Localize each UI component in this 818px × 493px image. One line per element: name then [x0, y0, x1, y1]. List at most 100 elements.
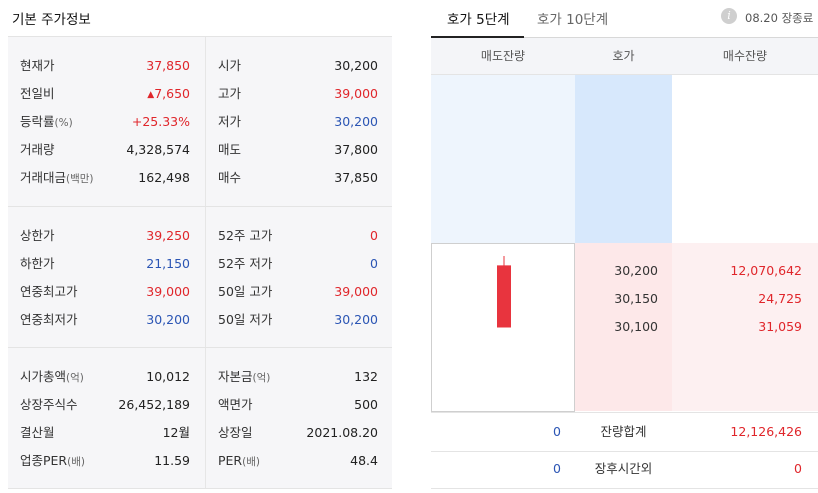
bid-qty-3: 31,059 [758, 319, 802, 334]
bid-qty-header: 매수잔량 [672, 38, 818, 74]
bid-label: 매수 [218, 170, 242, 185]
market-cap-label-text: 시가총액 [20, 369, 67, 384]
change-label: 전일비 [20, 86, 55, 101]
column-divider [205, 207, 206, 347]
open-price-label: 시가 [218, 58, 242, 73]
stat-row-volume: 거래량 4,328,574 매도 37,800 [8, 140, 392, 160]
total-label: 잔량합계 [600, 424, 647, 439]
year-high-value: 39,000 [146, 284, 190, 299]
open-price-value: 30,200 [334, 58, 378, 73]
listing-date-label: 상장일 [218, 425, 253, 440]
stat-row-current: 현재가 37,850 시가 30,200 [8, 56, 392, 76]
after-hours-ask-qty: 0 [553, 461, 561, 476]
bid-price-area [575, 243, 672, 411]
ask-qty-header: 매도잔량 [431, 38, 575, 74]
upper-limit-label: 상한가 [20, 228, 55, 243]
ask-qty-area [431, 75, 575, 243]
week52-high-value: 0 [370, 228, 378, 243]
active-tab-indicator [431, 36, 524, 38]
company-section [8, 348, 392, 488]
year-high-label: 연중최고가 [20, 284, 78, 299]
total-divider-top [431, 412, 818, 413]
market-cap-label: 시가총액(억) [20, 367, 84, 388]
total-ask-qty: 0 [553, 424, 561, 439]
section-divider [8, 488, 392, 489]
year-low-value: 30,200 [146, 312, 190, 327]
day50-low-value: 30,200 [334, 312, 378, 327]
price-header: 호가 [575, 38, 672, 74]
ask-value: 37,800 [334, 142, 378, 157]
week52-high-label: 52주 고가 [218, 228, 273, 243]
volume-label: 거래량 [20, 142, 55, 157]
stat-row-upper-limit: 상한가 39,250 52주 고가 0 [8, 226, 392, 246]
industry-per-label: 업종PER(배) [20, 451, 85, 472]
header-divider [431, 74, 818, 75]
listing-date-value: 2021.08.20 [306, 425, 378, 440]
bid-price-1[interactable]: 30,200 [614, 263, 658, 278]
limit-section [8, 207, 392, 347]
change-rate-label-text: 등락률 [20, 114, 55, 129]
tab-divider [431, 37, 818, 38]
change-rate-label: 등락률(%) [20, 112, 73, 133]
capital-label-unit: (억) [252, 372, 271, 384]
candle-body [497, 265, 511, 328]
up-arrow-icon: ▲ [147, 90, 155, 100]
current-price-label: 현재가 [20, 58, 55, 73]
basic-info-title: 기본 주가정보 [12, 12, 91, 28]
orderbook-panel: 호가 5단계 호가 10단계 i 08.20 장종료 매도잔량 호가 매수잔량 … [431, 0, 818, 493]
current-price-value: 37,850 [146, 58, 190, 73]
stat-row-amount: 거래대금(백만) 162,498 매수 37,850 [8, 168, 392, 188]
per-value: 48.4 [350, 453, 378, 468]
after-hours-label: 장후시간외 [594, 461, 653, 476]
par-value-value: 500 [354, 397, 378, 412]
per-label: PER(배) [218, 451, 260, 472]
trade-amount-label: 거래대금(백만) [20, 168, 94, 189]
industry-per-label-unit: (배) [67, 456, 85, 468]
stat-row-change: 전일비 ▲7,650 고가 39,000 [8, 84, 392, 104]
tab-orderbook-5[interactable]: 호가 5단계 [447, 12, 510, 28]
title-divider [8, 36, 392, 37]
after-hours-bid-qty: 0 [794, 461, 802, 476]
stat-row-rate: 등락률(%) +25.33% 저가 30,200 [8, 112, 392, 132]
industry-per-value: 11.59 [154, 453, 190, 468]
change-value: ▲7,650 [147, 84, 190, 105]
stat-row-lower-limit: 하한가 21,150 52주 저가 0 [8, 254, 392, 274]
day50-high-value: 39,000 [334, 284, 378, 299]
bid-value: 37,850 [334, 170, 378, 185]
day50-high-label: 50일 고가 [218, 284, 273, 299]
capital-label: 자본금(억) [218, 367, 270, 388]
stat-row-shares: 상장주식수 26,452,189 액면가 500 [8, 395, 392, 415]
trade-amount-label-unit: (백만) [66, 173, 94, 185]
volume-value: 4,328,574 [126, 142, 190, 157]
candle-svg [497, 256, 511, 328]
high-price-value: 39,000 [334, 86, 378, 101]
listed-shares-value: 26,452,189 [118, 397, 190, 412]
change-amount: 7,650 [154, 86, 190, 101]
lower-limit-label: 하한가 [20, 256, 55, 271]
total-divider-bottom [431, 451, 818, 452]
week52-low-value: 0 [370, 256, 378, 271]
stat-row-market-cap: 시가총액(억) 10,012 자본금(억) 132 [8, 367, 392, 387]
tab-orderbook-10[interactable]: 호가 10단계 [537, 12, 609, 28]
market-status: 08.20 장종료 [745, 11, 814, 25]
bid-price-2[interactable]: 30,150 [614, 291, 658, 306]
column-divider [205, 348, 206, 488]
trade-amount-value: 162,498 [138, 170, 190, 185]
total-bid-qty: 12,126,426 [730, 424, 802, 439]
lower-limit-value: 21,150 [146, 256, 190, 271]
info-icon[interactable]: i [721, 8, 737, 24]
stat-row-per: 업종PER(배) 11.59 PER(배) 48.4 [8, 451, 392, 471]
bid-price-3[interactable]: 30,100 [614, 319, 658, 334]
upper-limit-value: 39,250 [146, 228, 190, 243]
trade-amount-label-text: 거래대금 [20, 170, 67, 185]
year-low-label: 연중최저가 [20, 312, 78, 327]
capital-value: 132 [354, 369, 378, 384]
section-divider [8, 206, 392, 207]
settlement-month-label: 결산월 [20, 425, 55, 440]
stat-row-year-high: 연중최고가 39,000 50일 고가 39,000 [8, 282, 392, 302]
section-divider [8, 347, 392, 348]
day50-low-label: 50일 저가 [218, 312, 273, 327]
change-rate-label-unit: (%) [54, 117, 73, 129]
ask-price-area [575, 75, 672, 243]
column-divider [205, 37, 206, 206]
